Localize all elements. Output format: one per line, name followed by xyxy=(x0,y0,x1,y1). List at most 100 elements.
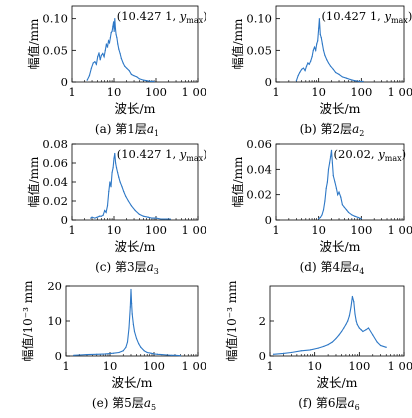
data-point xyxy=(130,205,133,207)
x-tick-label: 100 xyxy=(350,85,372,99)
data-point xyxy=(96,353,98,355)
annotation-x-value: (10.427 1, xyxy=(117,9,180,23)
data-point xyxy=(133,75,135,77)
data-point xyxy=(360,329,362,331)
data-point xyxy=(102,214,104,216)
data-point xyxy=(358,327,360,329)
y-axis-label: 幅值/mm xyxy=(230,156,245,207)
data-point xyxy=(125,346,127,348)
caption-text: (e) 第5层 xyxy=(92,396,144,410)
data-point xyxy=(356,323,358,326)
x-tick-label: 10 xyxy=(311,85,326,99)
data-point xyxy=(319,33,321,36)
caption-subscript: 1 xyxy=(154,129,159,138)
data-point xyxy=(345,209,348,211)
data-point xyxy=(156,353,159,355)
data-point xyxy=(155,217,157,219)
data-point xyxy=(355,320,357,322)
data-point xyxy=(295,80,297,82)
caption-subscript: 6 xyxy=(355,403,360,412)
x-tick-label: 10 xyxy=(311,223,326,237)
data-point xyxy=(122,350,124,352)
y-tick-label: 0.05 xyxy=(42,43,68,57)
x-tick-label: 10 xyxy=(103,359,118,373)
data-point xyxy=(305,65,308,67)
data-point xyxy=(130,288,132,291)
data-point xyxy=(272,353,275,355)
data-point xyxy=(105,211,107,213)
panel-caption: (a) 第1层a1 xyxy=(95,122,159,138)
caption-variable: a xyxy=(352,122,359,136)
data-point xyxy=(146,351,148,354)
data-point xyxy=(113,30,115,32)
data-point xyxy=(301,68,303,70)
data-point xyxy=(302,67,305,69)
data-point xyxy=(111,30,113,32)
data-point xyxy=(105,353,107,355)
data-point xyxy=(126,341,129,343)
data-point xyxy=(127,200,129,202)
x-axis-label: 波长/m xyxy=(114,239,155,254)
data-point xyxy=(150,352,152,354)
data-point xyxy=(120,57,122,60)
data-point xyxy=(125,195,127,197)
data-point xyxy=(100,54,102,57)
series-line xyxy=(90,153,171,220)
data-point xyxy=(354,313,356,315)
caption-variable: a xyxy=(352,260,359,274)
data-point xyxy=(110,31,112,34)
data-point xyxy=(133,330,136,333)
caption-text: (d) 第4层 xyxy=(300,260,353,274)
data-point xyxy=(362,80,364,82)
data-point xyxy=(90,217,92,219)
data-point xyxy=(323,345,325,347)
data-point xyxy=(160,218,162,220)
data-point xyxy=(115,167,118,169)
x-tick-label: 100 xyxy=(145,223,167,237)
data-point xyxy=(322,49,325,51)
data-point xyxy=(326,181,328,183)
data-point xyxy=(161,354,163,356)
data-point xyxy=(113,157,115,159)
data-point xyxy=(126,67,128,69)
data-point xyxy=(372,334,374,336)
data-point xyxy=(90,67,93,69)
series-line xyxy=(73,289,181,357)
data-point xyxy=(114,27,117,29)
data-point xyxy=(117,171,119,174)
data-point xyxy=(95,63,97,65)
caption-text: (f) 第6层 xyxy=(298,396,347,410)
annotation-y-symbol: y xyxy=(179,147,187,161)
data-point xyxy=(96,216,98,218)
data-point xyxy=(118,48,120,50)
data-point xyxy=(86,354,88,356)
y-tick-label: 2 xyxy=(259,314,266,328)
chart-panel-3: 1 10 100 1 000 0 0.02 0.04 0.06 0.08 (10.427 1, y… xyxy=(0,137,214,276)
caption-subscript: 3 xyxy=(154,267,159,276)
x-tick-label: 1 xyxy=(68,223,75,237)
data-point xyxy=(166,354,168,356)
data-point xyxy=(337,194,339,196)
data-point xyxy=(122,62,124,64)
data-point xyxy=(340,330,343,333)
data-point xyxy=(136,76,138,78)
data-point xyxy=(107,40,110,42)
y-tick-label: 0.02 xyxy=(42,194,68,208)
axes-frame xyxy=(65,285,199,357)
data-point xyxy=(341,76,344,78)
x-tick-label: 100 xyxy=(348,359,370,373)
x-tick-label: 1 xyxy=(266,359,273,373)
annotation-y-symbol: y xyxy=(179,9,187,23)
annotation-y-subscript: max xyxy=(186,154,203,163)
data-point xyxy=(97,56,99,58)
data-point xyxy=(119,52,121,55)
data-point xyxy=(153,80,155,82)
data-point xyxy=(109,37,111,39)
data-point xyxy=(114,18,116,20)
data-point xyxy=(327,344,329,346)
data-point xyxy=(297,75,299,77)
x-tick-label: 10 xyxy=(107,223,122,237)
data-point xyxy=(320,37,322,39)
data-point xyxy=(170,354,173,356)
